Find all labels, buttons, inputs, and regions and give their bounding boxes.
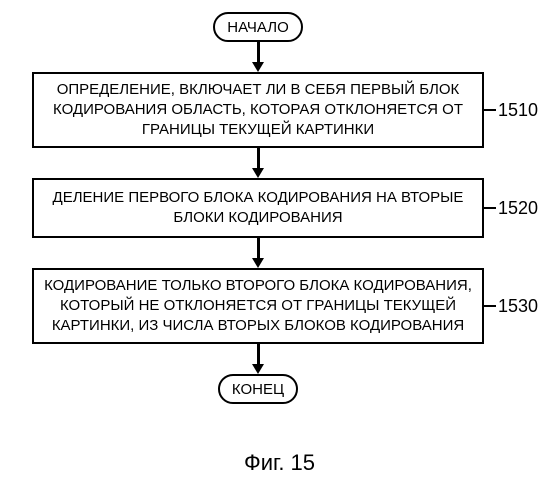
step3-node: КОДИРОВАНИЕ ТОЛЬКО ВТОРОГО БЛОКА КОДИРОВ… (32, 268, 484, 344)
start-node: НАЧАЛО (213, 12, 303, 42)
step1-label: 1510 (498, 100, 538, 121)
step3-label: 1530 (498, 296, 538, 317)
edge-head (252, 62, 264, 72)
label-connector (484, 109, 496, 111)
edge-head (252, 364, 264, 374)
label-connector (484, 305, 496, 307)
label-text: 1530 (498, 296, 538, 316)
figure-caption: Фиг. 15 (0, 450, 559, 476)
edge-line (257, 238, 260, 258)
label-connector (484, 207, 496, 209)
label-text: 1520 (498, 198, 538, 218)
step1-node: ОПРЕДЕЛЕНИЕ, ВКЛЮЧАЕТ ЛИ В СЕБЯ ПЕРВЫЙ Б… (32, 72, 484, 148)
edge-head (252, 168, 264, 178)
step1-text: ОПРЕДЕЛЕНИЕ, ВКЛЮЧАЕТ ЛИ В СЕБЯ ПЕРВЫЙ Б… (42, 80, 474, 141)
step2-label: 1520 (498, 198, 538, 219)
flowchart-container: НАЧАЛО ОПРЕДЕЛЕНИЕ, ВКЛЮЧАЕТ ЛИ В СЕБЯ П… (0, 0, 559, 500)
step2-node: ДЕЛЕНИЕ ПЕРВОГО БЛОКА КОДИРОВАНИЯ НА ВТО… (32, 178, 484, 238)
caption-text: Фиг. 15 (244, 450, 315, 475)
step2-text: ДЕЛЕНИЕ ПЕРВОГО БЛОКА КОДИРОВАНИЯ НА ВТО… (42, 188, 474, 229)
label-text: 1510 (498, 100, 538, 120)
edge-head (252, 258, 264, 268)
end-node: КОНЕЦ (218, 374, 298, 404)
start-text: НАЧАЛО (227, 19, 289, 36)
edge-line (257, 42, 260, 62)
edge-line (257, 148, 260, 168)
edge-line (257, 344, 260, 364)
step3-text: КОДИРОВАНИЕ ТОЛЬКО ВТОРОГО БЛОКА КОДИРОВ… (42, 276, 474, 337)
end-text: КОНЕЦ (232, 381, 284, 398)
